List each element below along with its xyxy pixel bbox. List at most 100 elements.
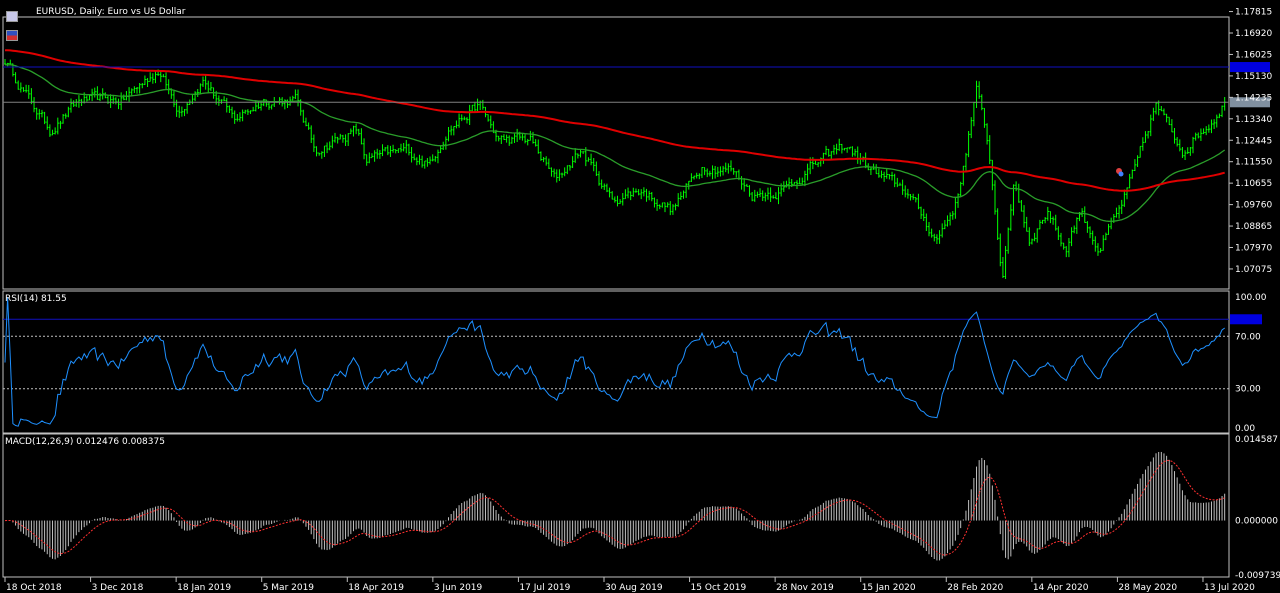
ohlc-bar [788, 177, 791, 190]
ohlc-bar [405, 140, 408, 154]
ohlc-bar [180, 106, 184, 117]
ohlc-bar [1104, 232, 1108, 241]
ohlc-bar [141, 83, 144, 89]
ohlc-bar [798, 177, 801, 185]
ohlc-bar [1147, 130, 1150, 139]
ohlc-bar [893, 173, 896, 188]
ohlc-bar [766, 187, 770, 200]
ohlc-bar [336, 136, 339, 144]
ohlc-bar [1091, 230, 1094, 245]
ohlc-bar [186, 102, 189, 114]
time-axis-label: 28 Feb 2020 [947, 583, 1003, 593]
ohlc-bar [22, 87, 25, 92]
ohlc-bar [534, 139, 537, 147]
rsi-line [4, 296, 1225, 427]
ohlc-bar [698, 173, 701, 180]
ohlc-bar [101, 88, 104, 100]
ohlc-bar [624, 189, 627, 200]
ohlc-bar [875, 164, 878, 175]
ohlc-bar [832, 144, 836, 155]
ohlc-bar [909, 193, 912, 201]
ohlc-bar [864, 152, 867, 169]
ohlc-bar [914, 197, 917, 203]
time-axis-label: 18 Apr 2019 [348, 583, 404, 593]
ohlc-bar [204, 74, 207, 90]
ohlc-bar [136, 87, 139, 94]
ohlc-bar [326, 142, 329, 154]
ohlc-bar [85, 95, 89, 102]
ohlc-bar [1120, 199, 1123, 215]
ohlc-bar [846, 147, 849, 153]
ohlc-bar [460, 114, 463, 122]
ohlc-bar [656, 199, 659, 211]
ohlc-bar [513, 133, 516, 143]
ohlc-bar [922, 208, 925, 221]
ohlc-bar [146, 77, 149, 87]
ohlc-bar [1173, 127, 1176, 144]
ohlc-bar [154, 70, 157, 84]
ohlc-bar [418, 154, 421, 165]
ohlc-bar [896, 177, 899, 188]
current-price-tag [1230, 97, 1270, 108]
ohlc-bar [1049, 211, 1052, 224]
ohlc-bar [410, 146, 413, 163]
ohlc-bar [33, 97, 36, 113]
price-axis-label: 1.14235 [1235, 93, 1272, 103]
ohlc-bar [920, 206, 923, 219]
ohlc-bar [270, 104, 273, 110]
price-axis-label: 1.07075 [1235, 265, 1272, 275]
ohlc-bar [51, 129, 54, 136]
ohlc-bar [674, 203, 677, 211]
price-axis-label: 1.07970 [1235, 244, 1272, 254]
ohlc-bar [695, 172, 698, 179]
ohlc-bar [553, 168, 556, 178]
ohlc-bar [666, 202, 669, 208]
ohlc-bar [72, 100, 75, 108]
ohlc-bar [801, 177, 804, 186]
ohlc-bar [352, 125, 355, 137]
ohlc-bar [962, 165, 965, 186]
ohlc-bar [991, 159, 994, 191]
rsi-axis-label: 0.00 [1235, 424, 1255, 434]
ohlc-bar [743, 178, 746, 192]
ohlc-bar [27, 85, 30, 99]
ohlc-bar [748, 185, 751, 197]
ohlc-bar [568, 165, 572, 171]
ohlc-bar [339, 133, 342, 140]
ohlc-bar [9, 59, 12, 65]
time-axis-label: 3 Dec 2018 [92, 583, 144, 593]
ohlc-bar [476, 98, 479, 114]
ohlc-bar [1176, 137, 1179, 147]
ohlc-bar [238, 112, 242, 122]
ohlc-bar [999, 233, 1002, 267]
ohlc-bar [1089, 226, 1092, 239]
ohlc-bar [539, 151, 543, 161]
ohlc-bar [634, 188, 638, 193]
ohlc-bar [394, 149, 397, 154]
ohlc-bar [244, 109, 247, 114]
price-axis-label: 1.13340 [1235, 115, 1272, 125]
ohlc-bar [510, 136, 514, 144]
rsi-axis-label: 70.00 [1235, 332, 1261, 342]
ohlc-bar [537, 139, 540, 154]
ohlc-bar [4, 59, 7, 65]
ohlc-bar [233, 110, 236, 124]
ohlc-bar [1215, 114, 1218, 128]
ohlc-bar [59, 120, 62, 129]
ohlc-bar [1012, 184, 1015, 216]
ohlc-bar [122, 94, 125, 101]
ohlc-bar [297, 89, 300, 107]
ohlc-bar [603, 183, 606, 191]
ohlc-bar [608, 187, 611, 198]
ohlc-bar [888, 174, 891, 180]
ohlc-bar [331, 135, 334, 149]
ohlc-bar [320, 151, 323, 159]
ohlc-bar [508, 135, 511, 146]
ohlc-bar [421, 155, 424, 168]
ohlc-bar [48, 124, 52, 137]
ohlc-bar [1036, 228, 1039, 243]
ohlc-bar [753, 189, 756, 202]
ohlc-bar [1136, 155, 1139, 168]
ohlc-bar [1149, 114, 1152, 137]
